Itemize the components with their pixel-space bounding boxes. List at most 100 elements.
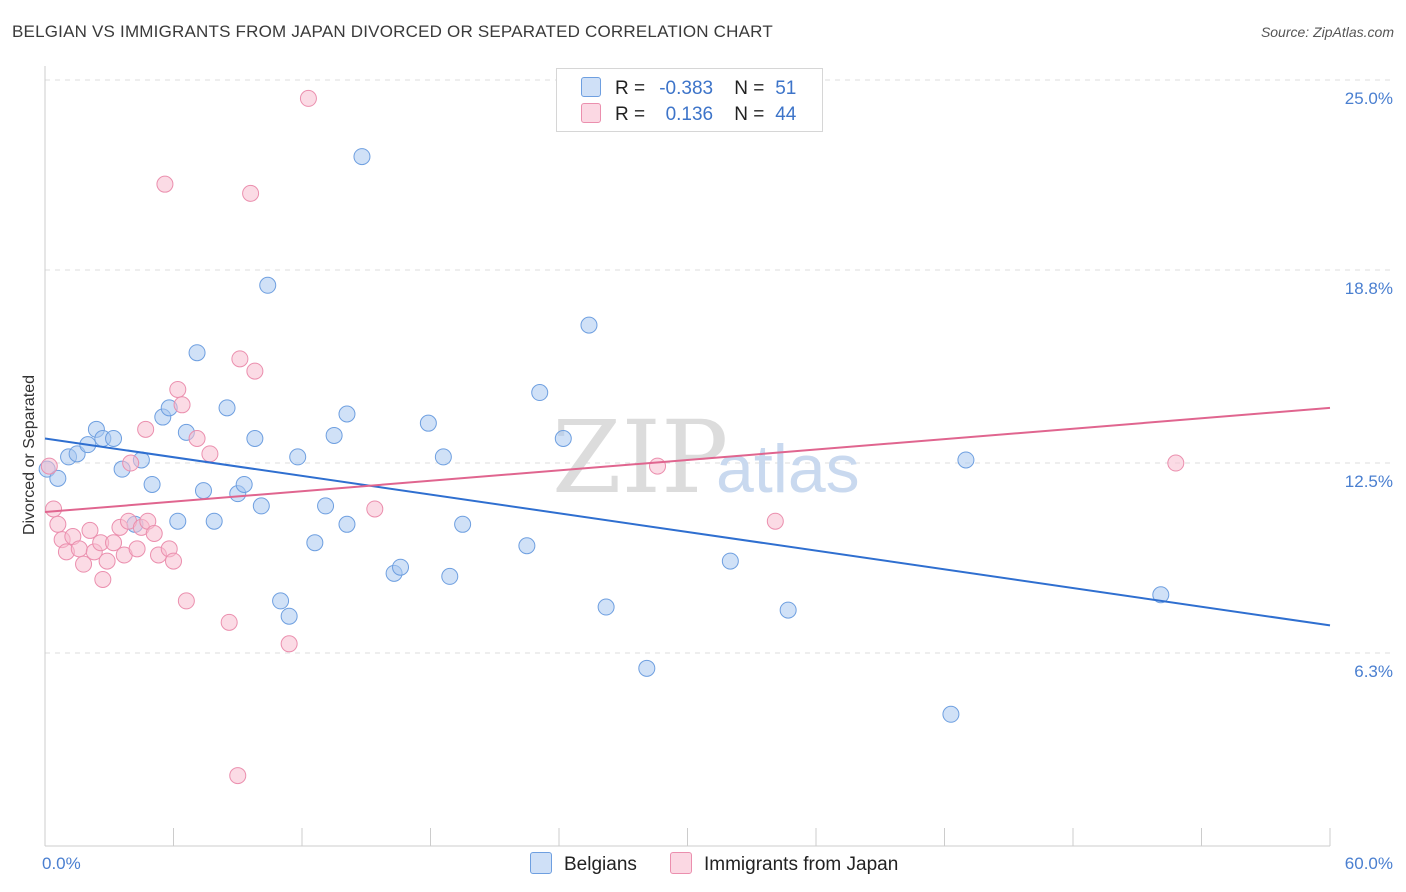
bottom-legend-label: Belgians (564, 854, 637, 875)
legend-r-label: R = (615, 78, 646, 99)
belgian-point (957, 451, 975, 469)
y-tick-label: 6.3% (1354, 662, 1393, 681)
belgian-point (721, 552, 739, 570)
belgian-point (434, 448, 452, 466)
japan-point (98, 552, 116, 570)
belgians-points (38, 148, 1170, 723)
japan-swatch (581, 103, 601, 123)
japan-point (299, 89, 317, 107)
japan-trend-line (44, 406, 1331, 514)
japan-point (246, 362, 264, 380)
gridlines (45, 79, 1392, 654)
belgian-point (218, 399, 236, 417)
x-tick-label: 0.0% (42, 854, 81, 873)
legend-r-label: R = (615, 104, 646, 125)
belgians-trend-line (44, 437, 1331, 627)
belgian-point (194, 482, 212, 500)
bottom-legend-belgians: Belgians (530, 852, 637, 876)
belgian-point (169, 512, 187, 530)
belgian-point (289, 448, 307, 466)
watermark-zip: ZIP (552, 399, 728, 516)
belgian-point (338, 515, 356, 533)
bottom-legend-label: Immigrants from Japan (704, 854, 899, 875)
japan-point (220, 613, 238, 631)
japan-points (40, 89, 1185, 785)
axes (44, 66, 1331, 847)
japan-point (766, 512, 784, 530)
y-axis-label: Divorced or Separated (21, 375, 38, 535)
belgians-swatch (530, 852, 552, 874)
japan-point (122, 454, 140, 472)
japan-point (165, 552, 182, 570)
y-tick-label: 18.8% (1345, 279, 1393, 298)
belgian-point (317, 497, 335, 515)
japan-point (169, 380, 187, 398)
source-credit: Source: ZipAtlas.com (1260, 24, 1394, 40)
belgian-point (306, 534, 324, 552)
belgian-point (259, 276, 277, 294)
watermark: ZIP atlas (552, 399, 860, 516)
belgian-point (419, 414, 437, 432)
japan-point (156, 175, 174, 193)
belgian-point (454, 515, 472, 533)
belgians-swatch (581, 77, 601, 97)
belgian-point (554, 430, 572, 448)
y-tick-label: 25.0% (1345, 89, 1393, 108)
legend-n-label: N = (734, 104, 765, 125)
japan-point (49, 515, 67, 533)
belgian-point (246, 430, 264, 448)
belgian-point (280, 607, 298, 625)
x-tick-label: 60.0% (1345, 854, 1393, 873)
watermark-atlas: atlas (716, 431, 860, 507)
belgian-point (638, 659, 656, 677)
belgian-point (392, 558, 410, 576)
japan-point (177, 592, 195, 610)
japan-point (229, 767, 247, 785)
japan-point (94, 570, 112, 588)
belgian-point (441, 567, 459, 585)
belgian-point (325, 426, 343, 444)
belgian-point (143, 475, 161, 493)
japan-point (45, 500, 63, 518)
y-tick-label: 12.5% (1345, 472, 1393, 491)
chart-title: BELGIAN VS IMMIGRANTS FROM JAPAN DIVORCE… (12, 22, 773, 41)
belgian-point (105, 430, 123, 448)
japan-point (366, 500, 384, 518)
japan-point (81, 521, 99, 539)
japan-point (105, 534, 123, 552)
belgian-point (597, 598, 615, 616)
belgian-point (531, 384, 549, 402)
japan-point (242, 184, 260, 202)
legend-n-value: 51 (775, 78, 797, 99)
trend-lines (44, 406, 1331, 627)
japan-point (649, 457, 667, 475)
japan-point (173, 396, 191, 414)
tick-labels: 6.3% 12.5% 18.8% 25.0% 0.0% 60.0% (42, 89, 1393, 873)
belgian-point (353, 148, 371, 166)
belgian-point (188, 344, 206, 362)
legend-r-value: 0.136 (665, 104, 714, 125)
belgian-point (779, 601, 797, 619)
legend-n-label: N = (734, 78, 765, 99)
belgian-point (272, 592, 290, 610)
belgian-point (49, 469, 67, 487)
japan-point (1167, 454, 1185, 472)
legend-r-value: -0.383 (659, 78, 714, 99)
japan-point (188, 430, 206, 448)
japan-point (231, 350, 249, 368)
belgian-point (235, 475, 253, 493)
belgian-point (580, 316, 598, 334)
legend-row-japan: R = 0.136 N = 44 (581, 103, 796, 126)
japan-point (145, 524, 163, 542)
belgian-point (1152, 586, 1170, 604)
legend-n-value: 44 (775, 104, 797, 125)
japan-point (75, 555, 93, 573)
japan-point (40, 457, 58, 475)
belgian-point (518, 537, 536, 555)
belgian-point (252, 497, 270, 515)
japan-swatch (670, 852, 692, 874)
japan-point (280, 635, 298, 653)
legend-row-belgians: R = -0.383 N = 51 (581, 77, 796, 100)
japan-point (137, 420, 155, 438)
